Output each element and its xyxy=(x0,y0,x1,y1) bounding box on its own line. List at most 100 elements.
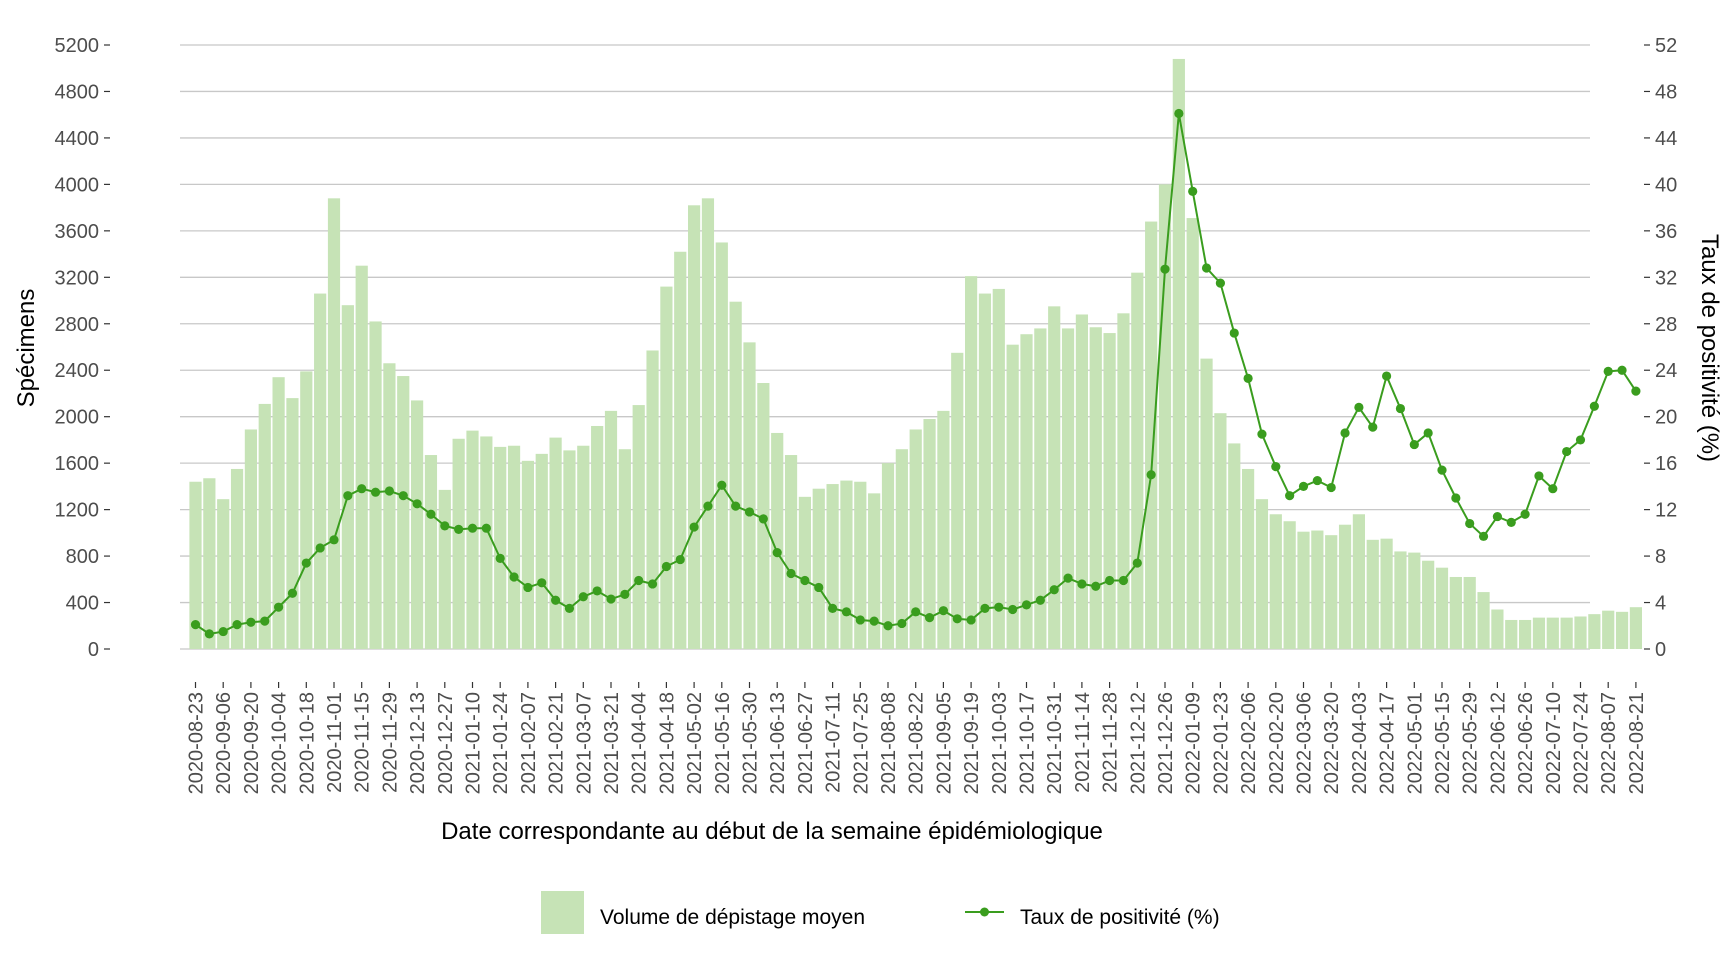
line-point xyxy=(1478,531,1489,541)
line-point xyxy=(731,501,741,511)
bar xyxy=(300,371,313,649)
bar xyxy=(1532,617,1546,649)
line-point xyxy=(1229,328,1239,338)
line-point xyxy=(315,543,325,553)
bar xyxy=(895,449,908,649)
y2-tick-label: 52 xyxy=(1655,35,1677,57)
bar xyxy=(868,493,881,649)
line-point xyxy=(1437,465,1447,475)
bar xyxy=(1020,334,1033,649)
x-tick-label: 2021-09-05 xyxy=(933,692,955,794)
bar xyxy=(604,410,618,649)
bar xyxy=(1325,535,1338,649)
bar xyxy=(369,321,382,649)
line-point xyxy=(1382,371,1392,381)
y-tick-label: 1200 xyxy=(55,500,100,522)
x-tick-label: 2021-03-07 xyxy=(573,692,595,794)
y2-tick-label: 40 xyxy=(1655,174,1677,196)
x-tick-label: 2020-10-04 xyxy=(269,692,291,794)
bar xyxy=(701,198,715,650)
line-point xyxy=(1506,517,1516,527)
x-tick-label: 2022-04-03 xyxy=(1349,692,1371,794)
line-point xyxy=(828,603,838,613)
x-tick-label: 2020-12-27 xyxy=(435,692,457,794)
x-tick-label: 2020-12-13 xyxy=(407,692,429,794)
bar xyxy=(1629,607,1642,649)
bar xyxy=(521,460,534,649)
line-point xyxy=(1049,585,1059,595)
line-point xyxy=(1603,366,1613,376)
y-tick-label: 2800 xyxy=(55,314,100,336)
line-point xyxy=(1118,575,1129,586)
x-tick-label: 2021-10-17 xyxy=(1017,692,1039,794)
line-point xyxy=(232,620,242,630)
y-tick-label: 400 xyxy=(66,593,99,615)
line-point xyxy=(1312,475,1322,486)
line-series xyxy=(190,108,1641,639)
bar xyxy=(1242,468,1255,649)
x-tick-label: 2021-03-21 xyxy=(601,692,623,794)
line-point xyxy=(994,602,1004,612)
bar xyxy=(397,376,410,649)
line-point xyxy=(675,554,685,565)
y-tick-label: 0 xyxy=(88,639,99,661)
bar xyxy=(244,429,257,649)
bar xyxy=(715,242,728,649)
line-point xyxy=(1285,491,1295,501)
line-point xyxy=(897,618,907,629)
bar xyxy=(314,293,327,649)
x-tick-label: 2021-06-27 xyxy=(795,692,817,794)
bar xyxy=(632,405,645,649)
bar xyxy=(1283,521,1296,649)
line-point xyxy=(1132,558,1142,568)
x-tick-label: 2020-08-23 xyxy=(186,692,208,794)
line-point xyxy=(274,602,284,612)
bar xyxy=(1061,328,1075,649)
bar xyxy=(840,480,853,649)
bar xyxy=(230,468,244,649)
bar xyxy=(688,205,701,650)
line-point xyxy=(1575,435,1586,445)
line-point xyxy=(1562,446,1572,457)
x-tick-label: 2021-01-24 xyxy=(490,692,512,794)
bar xyxy=(424,455,438,649)
y-tick-label: 2400 xyxy=(55,360,100,382)
x-tick-label: 2021-02-07 xyxy=(518,692,540,794)
line-point xyxy=(481,523,491,533)
line-point xyxy=(343,491,353,501)
line-point xyxy=(467,523,478,533)
bar xyxy=(1505,619,1518,649)
x-axis-title: Date correspondante au début de la semai… xyxy=(441,818,1103,845)
bar xyxy=(1477,592,1490,649)
line-point xyxy=(1492,511,1502,522)
bar xyxy=(1034,328,1047,649)
line-point xyxy=(758,514,768,524)
bar xyxy=(1615,611,1629,649)
bar xyxy=(286,398,299,649)
bar xyxy=(411,400,424,649)
bar xyxy=(1408,552,1421,649)
bar xyxy=(1435,567,1449,649)
bar xyxy=(646,350,659,649)
line-point xyxy=(966,615,976,625)
bar xyxy=(1117,313,1130,649)
x-tick-label: 2022-05-15 xyxy=(1432,692,1454,794)
x-tick-label: 2021-07-25 xyxy=(850,692,872,794)
line-point xyxy=(869,616,879,626)
x-tick-label: 2022-07-24 xyxy=(1571,692,1593,794)
line-point xyxy=(1340,428,1350,438)
bar xyxy=(1006,344,1019,649)
bar xyxy=(1297,531,1310,649)
y-tick-label: 5200 xyxy=(55,35,100,57)
bar xyxy=(1546,617,1559,649)
line-point xyxy=(1035,595,1045,605)
x-tick-label: 2021-07-11 xyxy=(823,692,845,793)
bar xyxy=(452,438,465,649)
bar xyxy=(1394,551,1407,649)
y-tick-label: 4000 xyxy=(55,174,100,196)
bar xyxy=(549,437,562,649)
x-tick-label: 2022-02-20 xyxy=(1266,692,1288,794)
bar xyxy=(466,430,479,649)
bar xyxy=(1422,560,1435,649)
bar xyxy=(978,293,992,649)
